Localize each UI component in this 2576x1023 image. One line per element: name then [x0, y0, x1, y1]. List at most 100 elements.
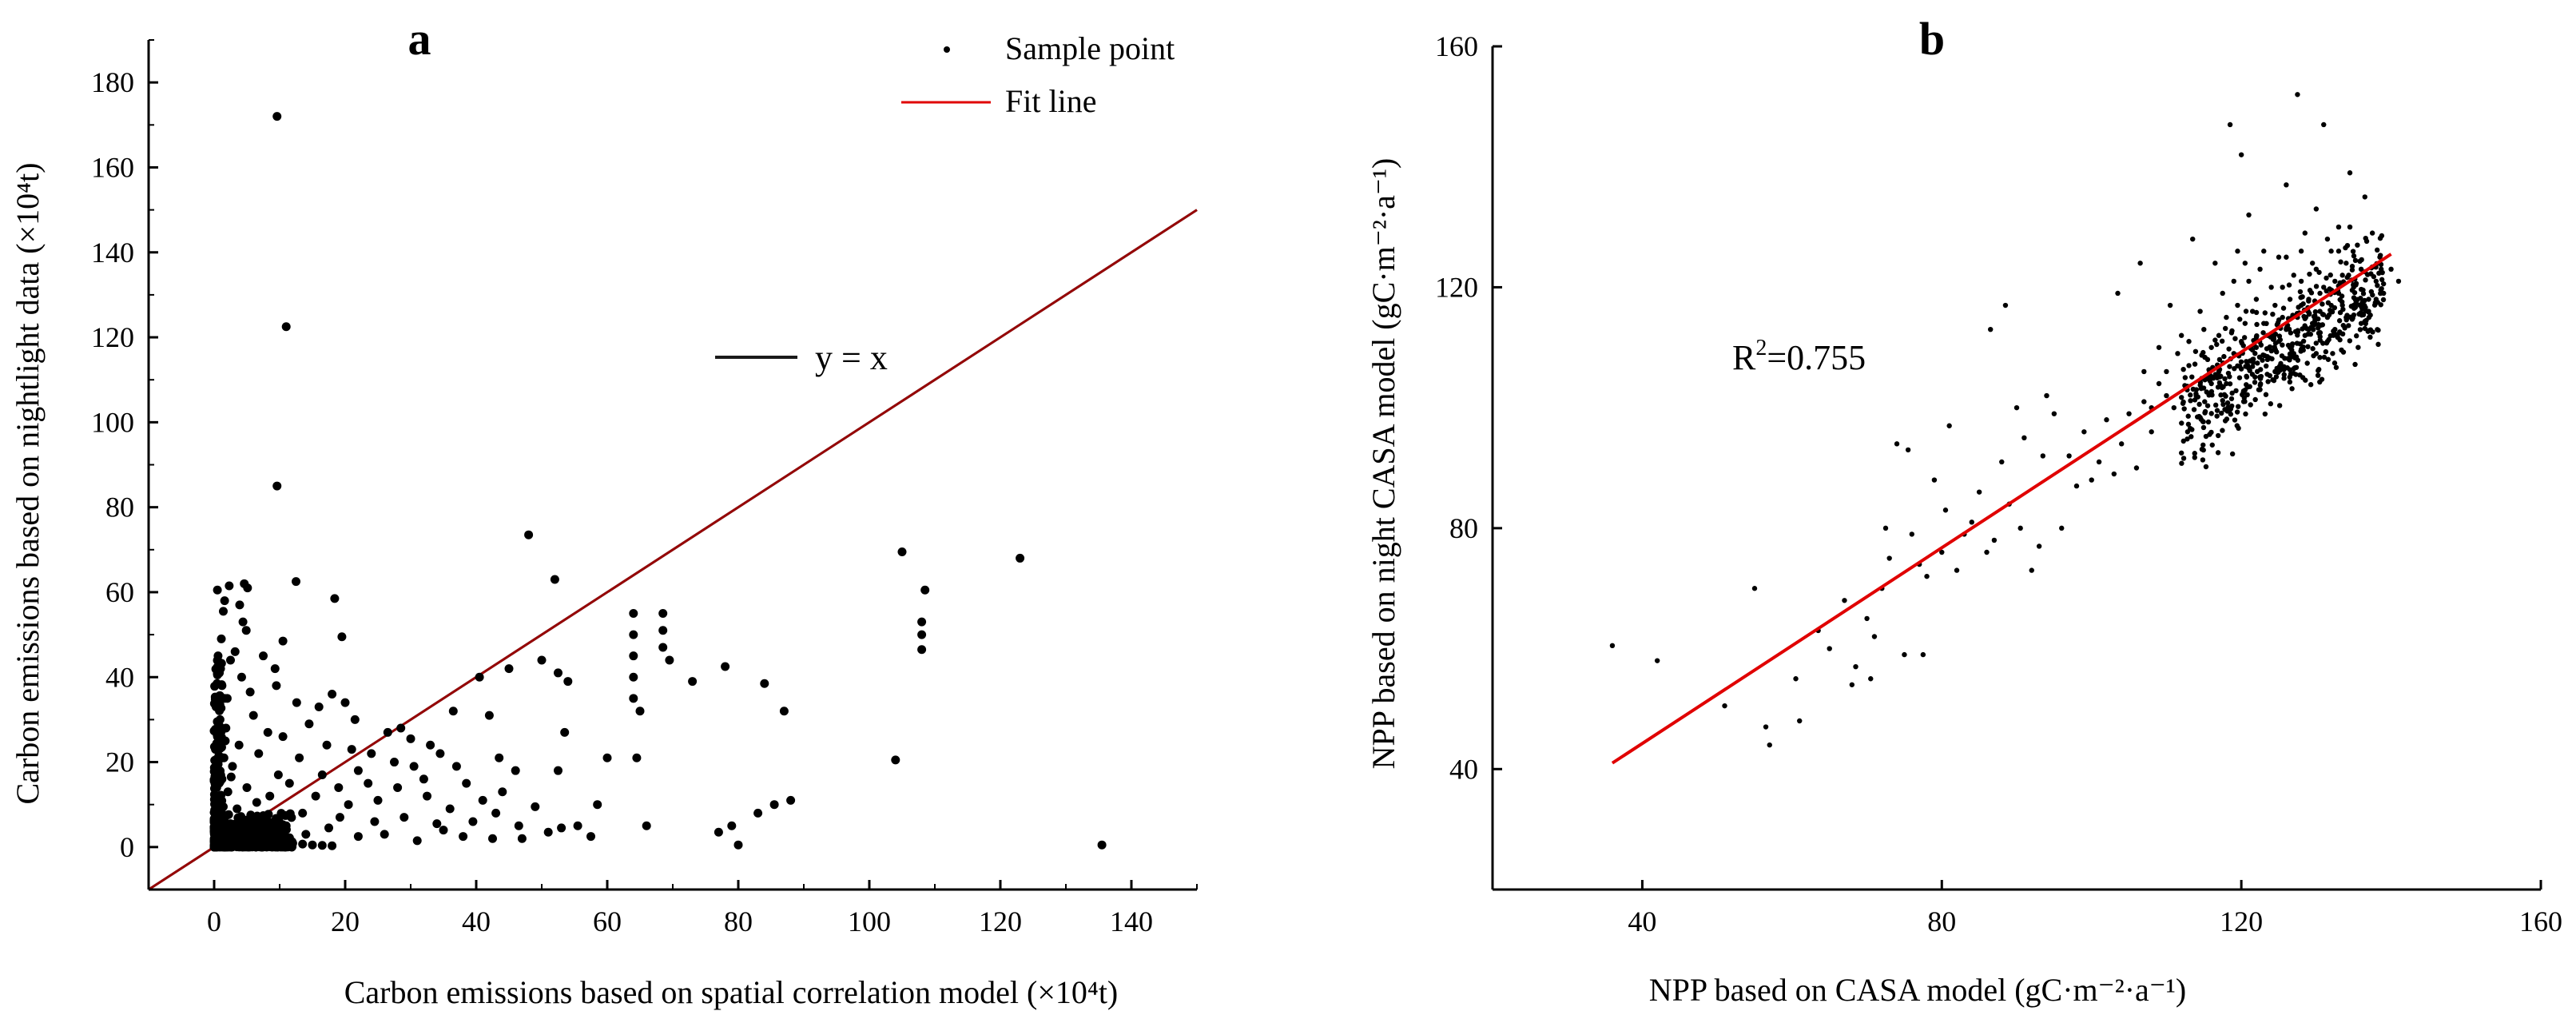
data-point [2220, 428, 2225, 433]
data-point [2126, 411, 2132, 416]
data-point [311, 791, 320, 801]
data-point [2235, 302, 2240, 308]
data-point [390, 758, 399, 767]
data-point [2059, 525, 2065, 531]
data-point [2188, 392, 2193, 398]
data-point [2313, 340, 2319, 346]
data-point [2339, 347, 2344, 353]
data-point [2213, 402, 2219, 408]
data-point [2066, 453, 2072, 459]
data-point [727, 821, 737, 830]
data-point [2317, 290, 2323, 297]
data-point [2316, 325, 2321, 331]
data-point [786, 795, 796, 805]
data-point [459, 832, 468, 842]
data-point [2359, 257, 2364, 263]
data-point [2232, 365, 2237, 372]
data-point [2292, 354, 2298, 360]
panel-a-points [209, 112, 1107, 852]
x-tick-label: 140 [1110, 906, 1153, 937]
data-point [462, 778, 471, 788]
data-point [2262, 352, 2268, 359]
fit-line [148, 209, 1198, 891]
data-point [214, 751, 224, 761]
data-point [629, 694, 638, 703]
data-point [2320, 340, 2326, 346]
data-point [2343, 261, 2349, 266]
y-tick-label: 120 [1435, 271, 1478, 303]
data-point [308, 840, 317, 850]
data-point [2197, 308, 2203, 314]
data-point [504, 664, 514, 674]
data-point [2358, 295, 2363, 301]
data-point [2293, 364, 2300, 370]
data-point [2351, 312, 2357, 318]
data-point [423, 791, 431, 801]
data-point [2180, 438, 2186, 444]
data-point [2190, 236, 2196, 242]
data-point [2238, 366, 2244, 372]
data-point [2186, 363, 2192, 368]
data-point [779, 707, 789, 716]
data-point [2339, 273, 2345, 278]
data-point [629, 609, 638, 619]
data-point [364, 778, 373, 788]
data-point [2325, 314, 2331, 320]
data-point [2229, 390, 2235, 396]
data-point [2208, 388, 2215, 395]
y-tick-label: 40 [1449, 753, 1478, 785]
data-point [2256, 387, 2262, 392]
data-point [2359, 286, 2364, 293]
data-point [1942, 508, 1949, 513]
data-point [2316, 316, 2321, 322]
data-point [2279, 365, 2285, 372]
data-point [714, 827, 723, 837]
data-point [2352, 361, 2358, 368]
r2-annotation-r: R [1732, 338, 1756, 377]
data-point [514, 821, 523, 830]
data-point [760, 679, 769, 688]
data-point [263, 727, 272, 737]
data-point [213, 669, 222, 679]
data-point [445, 804, 455, 814]
data-point [2270, 336, 2276, 342]
data-point [2344, 242, 2351, 249]
data-point [2284, 254, 2289, 260]
data-point [217, 634, 226, 643]
data-point [2287, 379, 2293, 385]
data-point [214, 734, 224, 744]
data-point [2202, 399, 2208, 404]
data-point [2301, 313, 2307, 320]
data-point [2192, 397, 2198, 403]
data-point [272, 481, 282, 491]
data-point [301, 830, 311, 839]
x-tick-label: 120 [979, 906, 1022, 937]
data-point [2254, 368, 2260, 375]
data-point [254, 749, 264, 758]
data-point [217, 796, 227, 806]
data-point [1939, 549, 1945, 555]
data-point [2218, 373, 2224, 379]
panel-a-fit-line [148, 209, 1198, 891]
data-point [284, 778, 294, 788]
data-point [1849, 682, 1855, 687]
data-point [2298, 278, 2304, 285]
data-point [243, 824, 252, 834]
data-point [2156, 380, 2162, 387]
data-point [2357, 327, 2363, 332]
data-point [2214, 341, 2220, 348]
data-point [2237, 316, 2243, 322]
data-point [250, 814, 260, 824]
data-point [2178, 450, 2184, 456]
data-point [2111, 471, 2117, 477]
data-point [753, 808, 763, 818]
data-point [2280, 342, 2285, 348]
y-tick-label: 120 [91, 321, 134, 353]
data-point [367, 749, 376, 758]
panel-b-axes [1491, 46, 2541, 891]
data-point [2164, 392, 2169, 399]
data-point [2272, 344, 2277, 350]
data-point [1991, 537, 1998, 543]
data-point [2308, 324, 2314, 330]
data-point [2309, 261, 2316, 266]
